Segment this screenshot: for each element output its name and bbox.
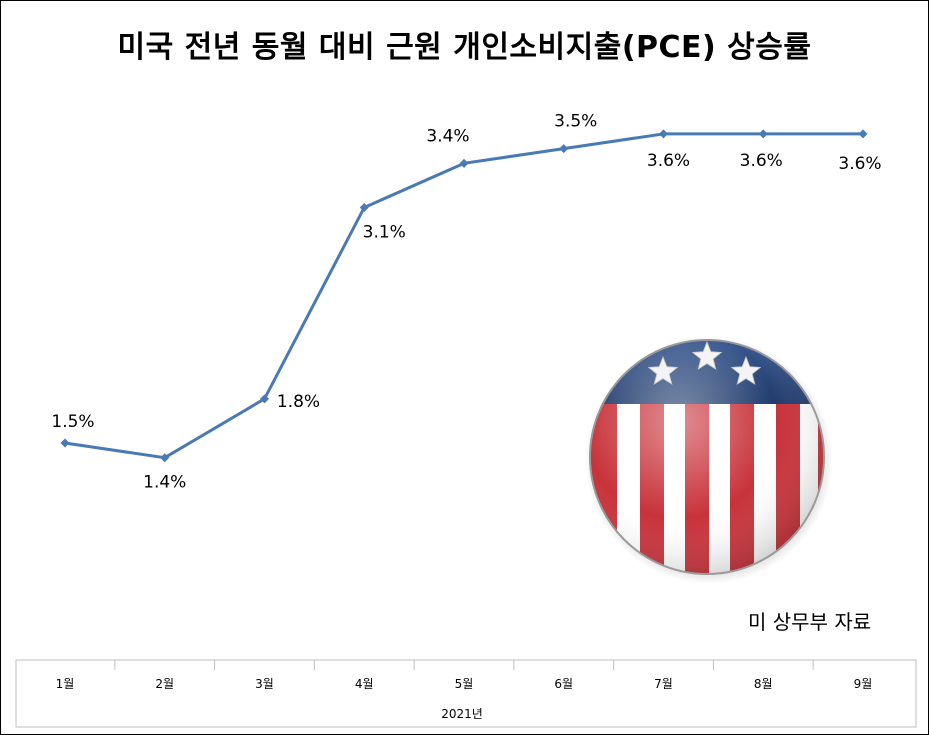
data-label: 1.5% [51, 412, 94, 432]
x-tick-label: 1월 [56, 677, 75, 691]
data-point [559, 144, 569, 154]
data-point [758, 129, 768, 139]
star-icon [730, 355, 762, 385]
data-point [659, 129, 668, 139]
data-point [260, 394, 269, 404]
x-axis-ticks [114, 660, 814, 670]
x-tick-label: 9월 [854, 677, 873, 691]
data-label: 1.4% [143, 473, 186, 493]
x-tick-label: 3월 [255, 677, 274, 691]
x-tick-label: 8월 [754, 677, 773, 691]
x-tick-label: 5월 [455, 677, 474, 691]
data-point [60, 438, 70, 448]
x-tick-label: 6월 [554, 677, 573, 691]
data-label: 3.6% [740, 151, 783, 171]
x-tick-label: 7월 [654, 677, 673, 691]
data-point [459, 158, 469, 168]
us-flag-badge-icon [585, 336, 833, 584]
data-label: 3.6% [647, 151, 690, 171]
data-point [160, 453, 170, 463]
data-label: 3.5% [554, 112, 597, 132]
x-tick-label: 2월 [155, 677, 174, 691]
source-note: 미 상무부 자료 [748, 610, 872, 634]
x-axis-title: 2021년 [441, 707, 483, 721]
series-markers [60, 129, 868, 463]
chart-title: 미국 전년 동월 대비 근원 개인소비지출(PCE) 상승률 [117, 30, 812, 65]
data-label: 3.1% [363, 222, 406, 242]
data-point [858, 129, 868, 139]
data-point [359, 202, 369, 212]
x-axis-labels: 1월 2월 3월 4월 5월 6월 7월 8월 9월 [56, 677, 873, 691]
data-labels: 1.5% 1.4% 1.8% 3.1% 3.4% 3.5% 3.6% 3.6% 3.6% [51, 112, 881, 493]
data-label: 3.6% [838, 154, 881, 174]
x-tick-label: 4월 [355, 677, 374, 691]
data-label: 3.4% [426, 126, 469, 146]
data-label: 1.8% [277, 392, 320, 412]
star-icon [647, 355, 679, 385]
x-axis-table [15, 659, 917, 728]
star-icon [691, 340, 723, 370]
